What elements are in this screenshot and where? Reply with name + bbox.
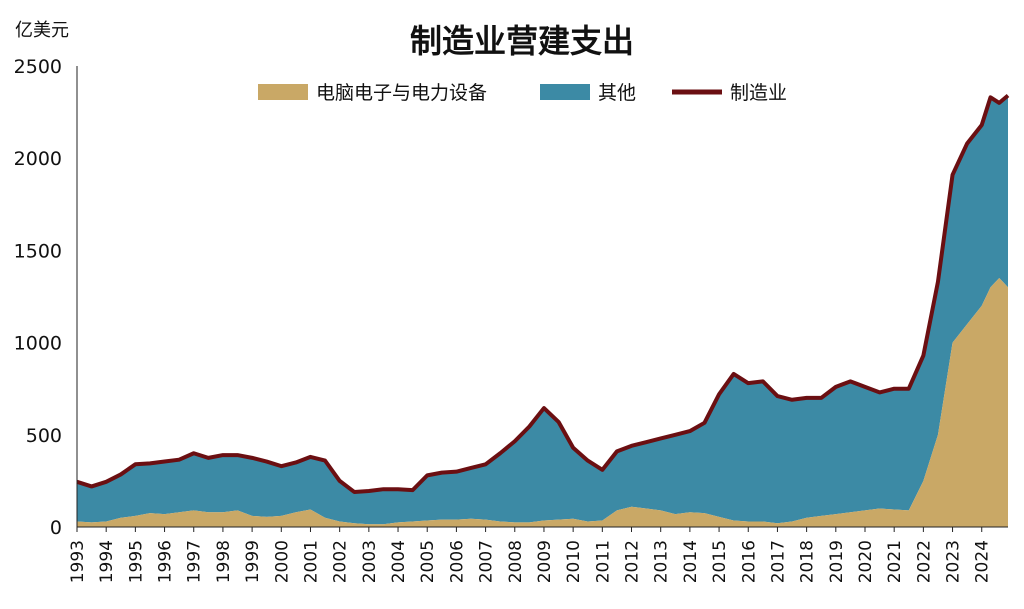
y-tick-label: 2000 (14, 148, 62, 170)
x-axis: 1993 1994 1995 1996 1997 1998 1999 2000 2001 2002… (68, 527, 993, 583)
x-tick-label: 1999 (243, 540, 263, 583)
legend-label-electronics: 电脑电子与电力设备 (316, 82, 487, 104)
legend-swatch-electronics (258, 84, 308, 100)
x-tick-label: 2011 (593, 540, 613, 583)
x-tick-label: 2013 (652, 540, 672, 583)
x-tick-label: 2001 (301, 540, 321, 583)
x-tick-label: 2019 (827, 540, 847, 583)
x-tick-label: 2006 (447, 540, 467, 583)
x-tick-label: 2005 (418, 540, 438, 583)
x-tick-label: 1996 (156, 540, 176, 583)
x-tick-label: 2024 (973, 540, 993, 583)
x-tick-label: 2004 (389, 540, 409, 583)
plot-area (76, 66, 1010, 528)
chart-title: 制造业营建支出 (410, 22, 634, 60)
x-tick-label: 2007 (477, 540, 497, 583)
x-tick-label: 1995 (126, 540, 146, 583)
legend-label-manufacturing: 制造业 (730, 82, 787, 104)
y-tick-label: 0 (50, 517, 62, 539)
x-tick-label: 2008 (506, 540, 526, 583)
x-tick-label: 2021 (885, 540, 905, 583)
x-tick-label: 1994 (97, 540, 117, 583)
y-axis: 0 500 1000 1500 2000 2500 (14, 56, 62, 539)
x-tick-label: 2010 (564, 540, 584, 583)
x-tick-label: 1998 (214, 540, 234, 583)
x-tick-label: 1993 (68, 540, 88, 583)
line-manufacturing (76, 93, 1010, 494)
area-electronics (77, 278, 1008, 527)
y-tick-label: 2500 (14, 56, 62, 78)
x-tick-label: 2000 (272, 540, 292, 583)
legend: 电脑电子与电力设备 其他 制造业 (258, 82, 787, 104)
y-axis-unit: 亿美元 (15, 20, 69, 41)
y-tick-label: 500 (26, 425, 62, 447)
x-tick-label: 2020 (856, 540, 876, 583)
x-tick-label: 2022 (914, 540, 934, 583)
legend-swatch-other (540, 84, 590, 100)
y-tick-label: 1000 (14, 333, 62, 355)
x-tick-label: 2017 (768, 540, 788, 583)
x-tick-label: 2023 (944, 540, 964, 583)
y-tick-label: 1500 (14, 240, 62, 262)
x-tick-label: 1997 (185, 540, 205, 583)
x-tick-label: 2003 (360, 540, 380, 583)
x-tick-label: 2012 (623, 540, 643, 583)
x-tick-label: 2016 (739, 540, 759, 583)
area-other (77, 95, 1008, 525)
x-tick-label: 2009 (535, 540, 555, 583)
x-tick-label: 2014 (681, 540, 701, 583)
legend-label-other: 其他 (598, 82, 636, 104)
x-tick-label: 2015 (710, 540, 730, 583)
x-tick-label: 2018 (798, 540, 818, 583)
x-tick-label: 2002 (331, 540, 351, 583)
